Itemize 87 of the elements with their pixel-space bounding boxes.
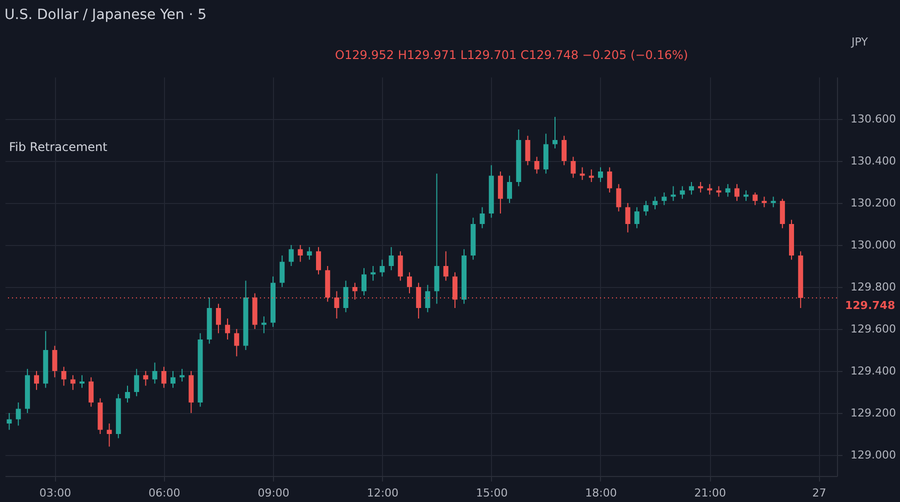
annotation: Fib Retracement bbox=[9, 140, 108, 154]
candlestick bbox=[652, 196, 658, 210]
x-tick-label: 03:00 bbox=[39, 486, 72, 500]
candlestick bbox=[288, 244, 294, 266]
candlestick bbox=[180, 368, 185, 382]
chart-title: U.S. Dollar / Japanese Yen · 5 bbox=[4, 7, 207, 23]
y-tick-label: 129.000 bbox=[850, 448, 896, 462]
x-tick-label: 27 bbox=[812, 486, 826, 500]
candlestick bbox=[234, 328, 240, 357]
candlestick bbox=[698, 182, 704, 193]
x-tick-label: 12:00 bbox=[366, 486, 399, 500]
candlestick bbox=[670, 186, 676, 202]
ref-line-label: 129.748 bbox=[845, 298, 896, 312]
candlestick bbox=[306, 246, 312, 260]
x-tick-label: 18:00 bbox=[585, 486, 617, 500]
y-tick-label: 130.000 bbox=[850, 238, 896, 252]
candlestick bbox=[152, 362, 158, 384]
candlestick bbox=[762, 196, 767, 208]
candlestick bbox=[780, 198, 785, 229]
candlestick bbox=[361, 268, 366, 296]
candlestick bbox=[134, 368, 140, 397]
candlestick bbox=[498, 171, 503, 214]
candlestick bbox=[744, 190, 749, 202]
candlestick bbox=[343, 280, 348, 313]
candlestick bbox=[52, 345, 58, 378]
candlestick bbox=[716, 186, 722, 198]
candlestick bbox=[616, 184, 622, 212]
candlestick bbox=[588, 168, 594, 182]
candlestick bbox=[525, 135, 530, 166]
candlestick bbox=[552, 116, 558, 149]
candlestick bbox=[534, 156, 540, 174]
candlestick bbox=[216, 303, 221, 334]
candlestick bbox=[370, 266, 376, 282]
candlestick bbox=[380, 259, 385, 277]
x-tick-label: 06:00 bbox=[148, 486, 180, 500]
candlestick bbox=[298, 244, 303, 262]
candlestick bbox=[707, 184, 712, 196]
y-axis-title: JPY bbox=[850, 36, 868, 48]
candlestick bbox=[480, 206, 485, 229]
candlestick bbox=[261, 316, 266, 334]
y-tick-label: 129.400 bbox=[850, 364, 896, 378]
x-tick-label: 21:00 bbox=[694, 486, 726, 500]
candlestick bbox=[106, 423, 112, 448]
candlestick bbox=[225, 318, 230, 340]
candlestick bbox=[634, 206, 640, 229]
candlestick bbox=[688, 182, 694, 196]
candlestick bbox=[88, 376, 94, 408]
candlestick bbox=[16, 402, 21, 426]
candlestick bbox=[406, 272, 412, 294]
candlestick bbox=[662, 192, 667, 206]
candlestick bbox=[752, 192, 758, 206]
text: O129.952 H129.971 L129.701 C129.748 −0.205 (−0.16%) bbox=[335, 48, 688, 62]
candlestick bbox=[625, 202, 630, 233]
candlestick bbox=[316, 246, 322, 275]
candlestick bbox=[507, 175, 512, 204]
candlestick bbox=[443, 250, 448, 282]
candlestick bbox=[280, 255, 285, 288]
candlestick bbox=[607, 166, 612, 193]
candlestick bbox=[143, 370, 148, 386]
candlestick bbox=[70, 374, 76, 390]
candlestick bbox=[80, 374, 85, 388]
x-tick-label: 09:00 bbox=[258, 486, 290, 500]
candlestick bbox=[643, 200, 648, 216]
candlestick bbox=[734, 184, 740, 202]
candlestick bbox=[34, 370, 40, 390]
candlestick bbox=[562, 135, 567, 166]
y-tick-label: 129.800 bbox=[850, 280, 896, 294]
candlestick bbox=[161, 366, 166, 388]
candlestick bbox=[398, 250, 403, 282]
candlestick bbox=[770, 196, 776, 208]
y-tick-label: 129.600 bbox=[850, 322, 896, 336]
y-tick-label: 130.600 bbox=[850, 112, 896, 126]
candlestick bbox=[425, 284, 430, 313]
candlestick bbox=[598, 166, 603, 182]
candlestick bbox=[725, 184, 730, 198]
candlestick bbox=[124, 385, 130, 403]
candlestick bbox=[570, 156, 576, 178]
candlestick bbox=[388, 246, 394, 271]
candlestick bbox=[680, 186, 685, 200]
y-tick-label: 130.200 bbox=[850, 196, 896, 210]
y-tick-label: 129.200 bbox=[850, 406, 896, 420]
x-tick-label: 15:00 bbox=[476, 486, 508, 500]
y-tick-label: 130.400 bbox=[850, 154, 896, 168]
candlestick bbox=[6, 412, 12, 430]
candlestick bbox=[61, 366, 66, 386]
candlestick bbox=[170, 370, 176, 388]
candlestick bbox=[580, 166, 585, 180]
